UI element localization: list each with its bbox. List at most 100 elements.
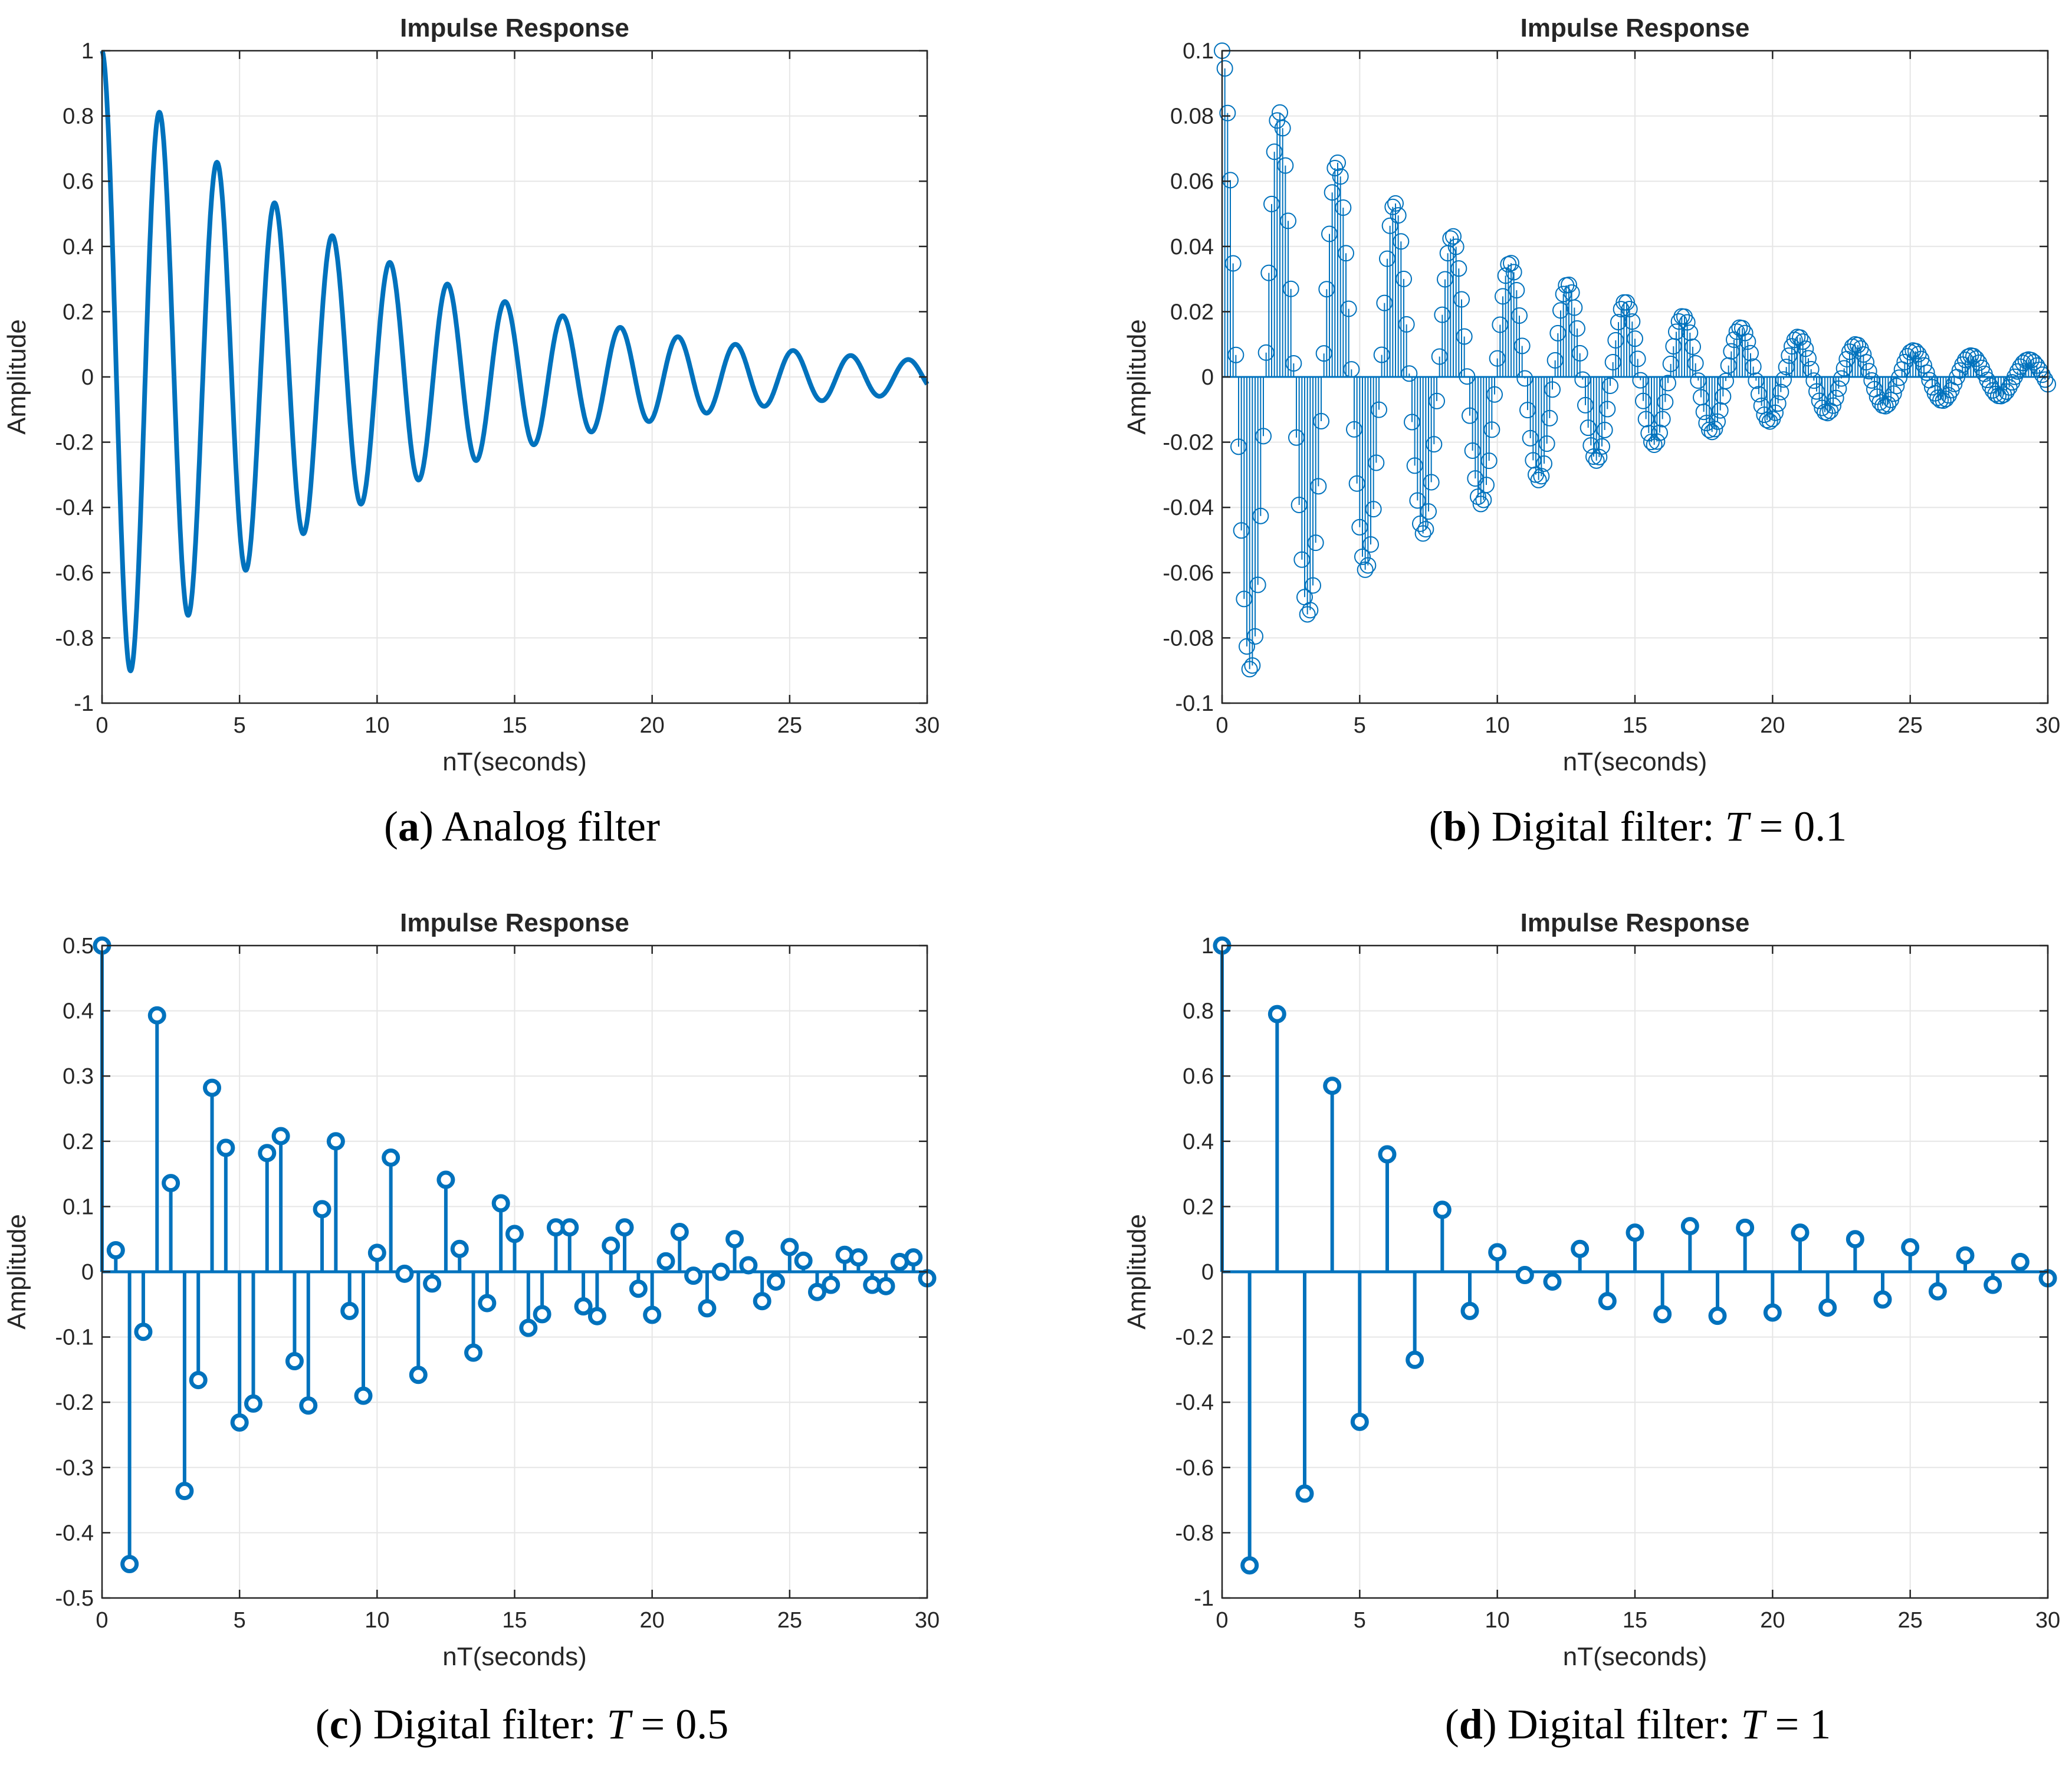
- x-tick-label: 30: [2035, 1608, 2060, 1633]
- stem-marker: [1690, 372, 1707, 389]
- stem-marker: [1456, 328, 1473, 345]
- stem-marker: [1555, 286, 1572, 303]
- stem-marker: [1480, 452, 1498, 470]
- y-tick-label: 0.6: [63, 169, 94, 194]
- stem-marker: [1522, 429, 1539, 447]
- stem-marker: [533, 1305, 551, 1324]
- stem-marker: [1571, 1239, 1590, 1258]
- stem-marker: [1984, 1275, 2002, 1294]
- stem-marker: [767, 1272, 786, 1291]
- panel-caption: (d) Digital filter: T = 1: [1445, 1701, 1831, 1748]
- stem-marker: [1252, 507, 1269, 524]
- caption-text: T: [1725, 803, 1752, 850]
- stem-marker: [1503, 255, 1519, 272]
- stem-marker: [1263, 195, 1280, 212]
- x-tick-label: 20: [640, 1608, 665, 1633]
- stem-marker: [1830, 380, 1847, 397]
- stem-marker: [1602, 378, 1618, 395]
- x-tick-label: 25: [777, 713, 802, 738]
- stem-marker: [1571, 344, 1588, 362]
- x-tick-label: 20: [1760, 1608, 1785, 1633]
- stem-marker: [1858, 354, 1874, 371]
- stem-marker: [313, 1200, 331, 1219]
- stem-marker: [1814, 399, 1831, 416]
- stem-marker: [1739, 333, 1756, 350]
- stem-marker: [1412, 515, 1429, 532]
- stem-marker: [1708, 1307, 1727, 1325]
- stem-marker: [1885, 385, 1902, 402]
- y-tick-label: -0.6: [55, 561, 94, 586]
- stem-marker: [1460, 1301, 1479, 1320]
- panel-a: 0 5 10 15 20 25 30 -1 -0.8 -0.6 -0.4 -0.2 0 0.2 0.4 0.6…: [2, 14, 940, 850]
- y-tick-label: -0.02: [1163, 431, 1214, 455]
- stem-marker: [1792, 329, 1808, 346]
- y-tick-label: -0.4: [1175, 1390, 1214, 1415]
- caption-text: = 1: [1765, 1701, 1831, 1748]
- stem-marker: [1657, 393, 1674, 411]
- stem-marker: [1538, 435, 1555, 452]
- y-tick-label: 0.4: [63, 999, 94, 1024]
- stem-marker: [1216, 60, 1233, 77]
- stem-marker: [1376, 294, 1393, 311]
- stem-marker: [2037, 371, 2054, 388]
- stem-marker: [1695, 403, 1712, 421]
- stem-marker: [1513, 337, 1531, 355]
- stem-marker: [1582, 437, 1600, 454]
- stem-marker: [1384, 198, 1401, 215]
- series: [93, 936, 937, 1573]
- stem-marker: [1236, 590, 1253, 608]
- caption-text: Digital filter:: [1492, 803, 1725, 850]
- stem-marker: [711, 1262, 730, 1281]
- stem-marker: [1640, 425, 1657, 442]
- stem-marker: [1610, 314, 1627, 331]
- stem-marker: [1720, 357, 1737, 374]
- stem-marker: [1426, 436, 1443, 453]
- stem-marker: [1277, 157, 1294, 174]
- stem-marker: [1244, 657, 1261, 674]
- stem-marker: [1585, 448, 1602, 465]
- stem-marker: [1453, 291, 1470, 308]
- stem-marker: [2009, 363, 2026, 380]
- stem-marker: [1712, 402, 1729, 419]
- stem-marker: [1772, 383, 1789, 401]
- stem-marker: [1371, 401, 1387, 418]
- chart-title: Impulse Response: [400, 14, 629, 42]
- stem-marker: [1233, 522, 1250, 539]
- y-tick-label: 0.4: [63, 235, 94, 260]
- x-tick-label: 10: [365, 1608, 389, 1633]
- stem-marker: [1984, 382, 2001, 399]
- stem-marker: [1957, 352, 1974, 369]
- stem-marker: [244, 1394, 262, 1413]
- caption-text: Digital filter:: [373, 1701, 607, 1748]
- caption-text: ): [1467, 803, 1492, 850]
- stem-marker: [382, 1148, 400, 1167]
- stem-marker: [1401, 365, 1418, 382]
- stem-marker: [1381, 217, 1398, 234]
- stem-marker: [739, 1256, 758, 1275]
- stem-marker: [1599, 401, 1616, 418]
- stem-marker: [1387, 195, 1404, 212]
- stem-marker: [1701, 421, 1718, 438]
- stem-marker: [1414, 525, 1431, 542]
- series: [1214, 42, 2056, 678]
- y-tick-label: 0.6: [1183, 1064, 1214, 1089]
- y-tick-label: 0.2: [63, 1130, 94, 1154]
- stem-marker: [1651, 424, 1668, 441]
- y-tick-label: 0.8: [1183, 999, 1214, 1024]
- stem-marker: [1488, 1243, 1507, 1262]
- stem-marker: [1753, 398, 1770, 415]
- y-tick-label: -0.1: [55, 1325, 94, 1350]
- stem-marker: [1566, 299, 1583, 316]
- stem-marker: [1291, 497, 1308, 514]
- stem-marker: [1825, 397, 1841, 414]
- stem-marker: [1511, 307, 1528, 324]
- stem-marker: [134, 1323, 153, 1341]
- stem-marker: [450, 1239, 469, 1258]
- stem-marker: [409, 1366, 428, 1384]
- y-tick-label: -0.3: [55, 1456, 94, 1481]
- stem-marker: [1378, 1145, 1397, 1164]
- x-tick-label: 15: [1623, 713, 1647, 738]
- stem-marker: [1802, 360, 1820, 378]
- y-tick-label: 0.08: [1170, 104, 1214, 129]
